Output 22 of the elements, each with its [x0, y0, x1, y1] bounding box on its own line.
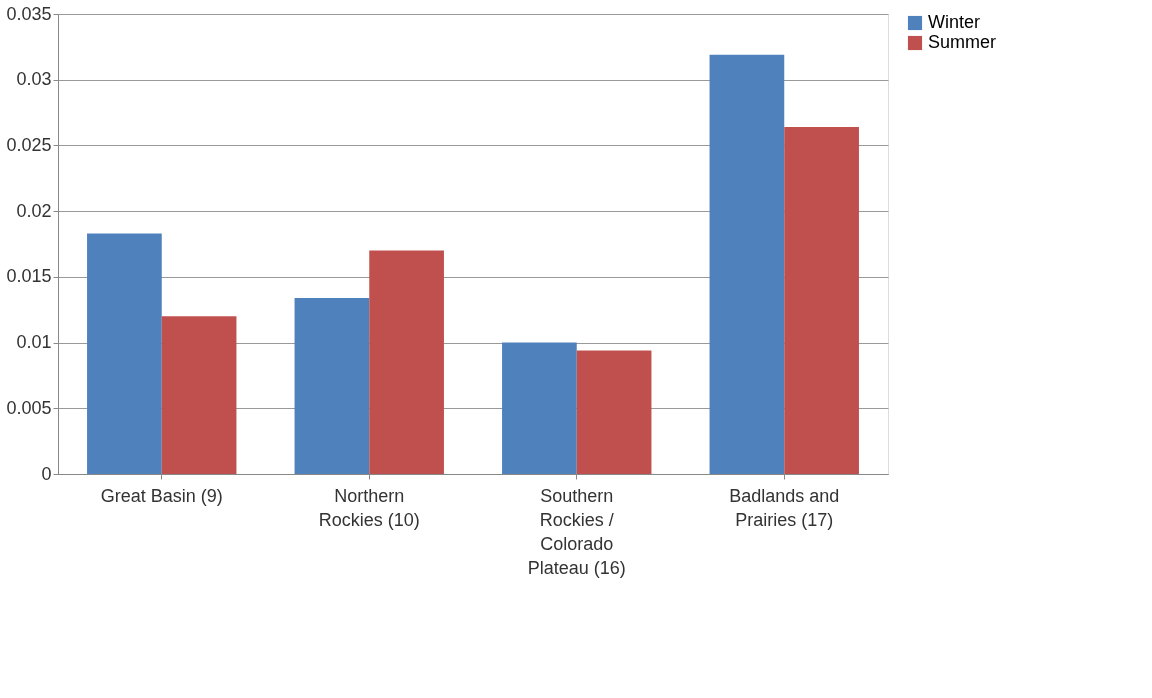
- x-tick-label: Great Basin (9): [100, 485, 223, 506]
- legend-label: Winter: [928, 12, 981, 32]
- y-tick-label: 0.035: [6, 3, 52, 24]
- bar: [161, 316, 237, 474]
- legend-label: Summer: [928, 32, 997, 52]
- bar: [576, 350, 652, 474]
- bar: [87, 233, 162, 474]
- bar: [502, 342, 577, 474]
- x-tick-label: Badlands and Prairies (17): [729, 485, 840, 530]
- x-tick-label: Southern Rockies / Colorado Plateau (16): [527, 485, 626, 578]
- bar: [369, 250, 444, 474]
- y-tick-label: 0.02: [16, 200, 52, 221]
- y-tick-label: 0.03: [16, 69, 52, 90]
- y-tick-label: 0.015: [6, 266, 52, 287]
- y-tick-label: 0.025: [6, 134, 52, 155]
- bar: [784, 127, 859, 474]
- y-tick-label: 0.005: [6, 397, 52, 418]
- x-tick-label: Northern Rockies (10): [318, 485, 420, 530]
- y-tick-label: 0: [41, 463, 52, 484]
- bar: [709, 54, 785, 474]
- bar: [294, 297, 370, 474]
- y-tick-label: 0.01: [16, 332, 52, 353]
